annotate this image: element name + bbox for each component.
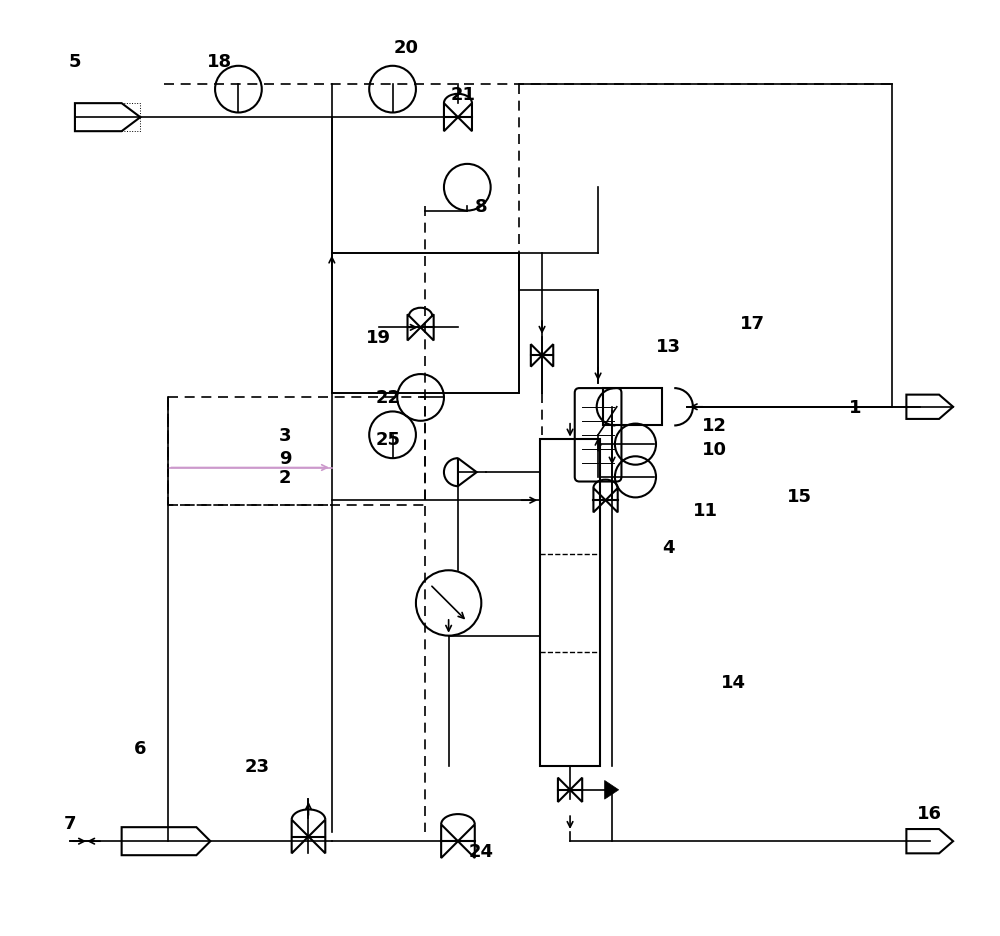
Text: 14: 14 [721,674,746,692]
Text: 24: 24 [469,841,494,859]
Text: 8: 8 [475,197,488,215]
Bar [75,104,140,132]
Text: 5: 5 [69,53,81,71]
Text: 17: 17 [740,314,765,332]
Text: 2: 2 [279,468,291,487]
Text: 19: 19 [366,329,391,346]
Text: 21: 21 [450,86,475,104]
Text: 23: 23 [245,757,270,776]
Text: 12: 12 [702,417,727,435]
Text: 1: 1 [849,399,861,417]
Text: 3: 3 [279,426,291,445]
Text: 11: 11 [693,501,718,519]
Text: 9: 9 [279,449,291,468]
Bar [603,388,662,426]
Text: 18: 18 [207,53,232,71]
Text: 13: 13 [656,338,681,356]
Bar [540,440,600,767]
Text: 16: 16 [917,804,942,823]
Text: 15: 15 [786,487,811,505]
Text: 6: 6 [134,739,147,757]
Text: 10: 10 [702,440,727,459]
Text: 25: 25 [375,431,400,449]
Polygon shape [605,781,619,799]
Text: 20: 20 [394,39,419,57]
Text: 22: 22 [375,389,400,407]
Text: 7: 7 [64,813,77,831]
Text: 4: 4 [662,538,674,556]
